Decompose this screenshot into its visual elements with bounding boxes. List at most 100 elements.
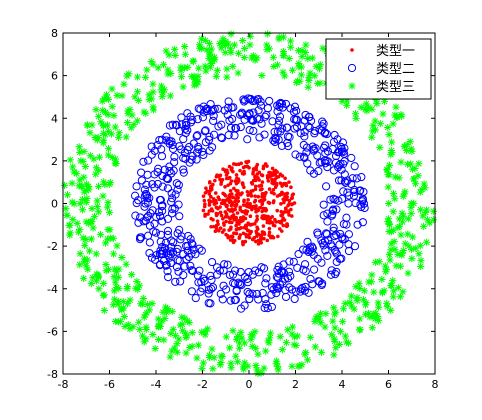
data-point xyxy=(112,283,121,291)
data-point xyxy=(198,364,206,373)
data-point xyxy=(234,69,242,77)
data-point xyxy=(233,336,241,344)
data-point xyxy=(219,266,228,275)
data-point xyxy=(65,221,73,229)
data-point xyxy=(248,192,253,197)
data-point xyxy=(107,130,116,138)
data-point xyxy=(227,48,235,57)
data-point xyxy=(234,204,238,208)
data-point xyxy=(414,172,422,180)
data-point xyxy=(229,327,237,335)
data-point xyxy=(370,310,378,318)
data-point xyxy=(261,199,265,203)
data-point xyxy=(199,150,208,160)
data-point xyxy=(158,182,167,191)
data-point xyxy=(266,179,271,183)
data-point xyxy=(289,257,298,266)
data-point xyxy=(254,167,258,172)
data-point xyxy=(261,279,270,288)
data-point xyxy=(118,92,126,100)
data-point xyxy=(211,182,215,187)
data-point xyxy=(259,236,263,240)
legend-label: 类型三 xyxy=(376,80,415,95)
data-point xyxy=(283,138,292,148)
data-point xyxy=(256,194,261,199)
data-point xyxy=(292,341,300,350)
data-point xyxy=(389,293,397,301)
data-point xyxy=(263,46,271,54)
data-point xyxy=(183,126,192,135)
data-point xyxy=(402,146,411,155)
data-point xyxy=(296,362,304,370)
data-point xyxy=(404,269,412,277)
data-point xyxy=(267,230,272,235)
data-point xyxy=(291,150,300,159)
data-point xyxy=(93,202,101,210)
data-point xyxy=(275,208,280,213)
data-point xyxy=(287,202,291,206)
legend-item: 类型一 xyxy=(350,44,415,59)
data-point xyxy=(194,78,202,86)
data-point xyxy=(68,179,76,187)
data-point xyxy=(278,181,283,185)
data-point xyxy=(399,246,407,255)
data-point xyxy=(260,364,268,372)
data-point xyxy=(279,202,283,206)
data-point xyxy=(218,38,226,46)
data-point xyxy=(120,312,128,321)
data-point xyxy=(207,180,212,185)
data-point xyxy=(267,201,272,205)
data-point xyxy=(227,364,235,372)
data-point xyxy=(396,262,405,270)
data-point xyxy=(232,286,241,295)
data-point xyxy=(200,127,209,136)
data-point xyxy=(255,172,260,176)
data-point xyxy=(217,197,222,202)
data-point xyxy=(289,185,293,189)
data-point xyxy=(168,144,178,153)
data-point xyxy=(157,82,166,90)
data-point xyxy=(133,117,141,125)
data-point xyxy=(135,282,144,290)
data-point xyxy=(338,318,347,326)
data-point xyxy=(239,97,249,106)
data-point xyxy=(163,174,173,184)
data-point xyxy=(99,122,107,130)
data-point xyxy=(219,182,223,186)
data-point xyxy=(131,211,140,220)
data-point xyxy=(101,131,109,139)
data-point xyxy=(193,131,202,140)
data-point xyxy=(212,270,222,279)
data-point xyxy=(257,369,265,377)
data-point xyxy=(230,234,235,239)
data-point xyxy=(290,214,294,218)
data-point xyxy=(408,147,416,156)
data-point xyxy=(193,354,201,362)
data-point xyxy=(162,303,170,311)
data-point xyxy=(106,234,115,242)
data-point xyxy=(397,158,405,166)
data-point xyxy=(80,188,88,196)
data-point xyxy=(294,47,303,55)
data-point xyxy=(339,219,348,229)
data-point xyxy=(127,124,135,132)
data-point xyxy=(162,132,171,141)
data-point xyxy=(112,155,120,163)
data-point xyxy=(216,361,224,369)
data-point xyxy=(148,299,156,308)
data-point xyxy=(145,96,153,104)
data-point xyxy=(66,156,74,164)
data-point xyxy=(318,122,327,131)
data-point xyxy=(290,341,298,349)
data-point xyxy=(361,310,370,318)
data-point xyxy=(270,172,274,176)
data-point xyxy=(199,359,207,367)
data-point xyxy=(167,137,176,146)
data-point xyxy=(388,282,396,290)
data-point xyxy=(76,200,84,208)
data-point xyxy=(92,164,100,172)
data-point xyxy=(157,152,167,161)
data-point xyxy=(231,195,236,200)
data-point xyxy=(255,214,259,219)
data-point xyxy=(226,196,230,201)
